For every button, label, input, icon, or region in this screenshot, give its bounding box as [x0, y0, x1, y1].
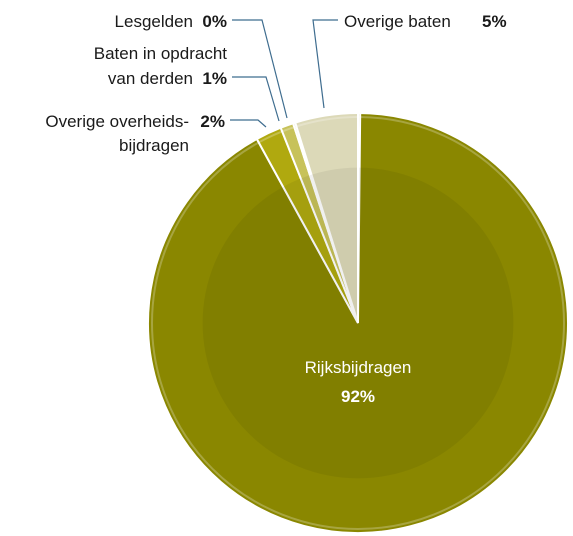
label-derden-line2: van derden: [108, 69, 193, 88]
label-overige-baten: Overige baten: [344, 12, 451, 31]
label-overheid-line2: bijdragen: [119, 136, 189, 155]
slice-overige-baten: [293, 112, 362, 324]
leader-lesgelden: [232, 19, 288, 119]
label-lesgelden: Lesgelden: [115, 12, 193, 31]
leader-derden: [232, 76, 280, 122]
label-overheid-line1: Overige overheids-: [45, 112, 189, 131]
label-overheid-pct: 2%: [200, 112, 225, 131]
leader-overheid: [230, 119, 267, 128]
label-derden-pct: 1%: [202, 69, 227, 88]
label-rijksbijdragen-pct: 92%: [341, 387, 375, 406]
label-rijksbijdragen: Rijksbijdragen: [305, 358, 412, 377]
label-overige-baten-pct: 5%: [482, 12, 507, 31]
pie-slices: [147, 111, 569, 534]
label-derden-line1: Baten in opdracht: [94, 44, 228, 63]
leader-overige-baten: [312, 19, 338, 109]
label-lesgelden-pct: 0%: [202, 12, 227, 31]
